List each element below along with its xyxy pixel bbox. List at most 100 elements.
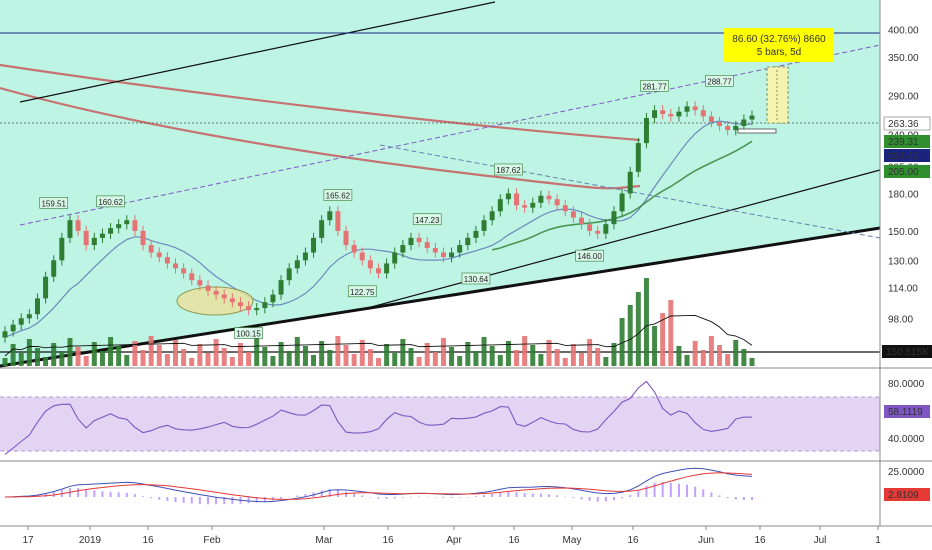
candle-body	[351, 245, 357, 253]
candle-body	[59, 237, 65, 261]
volume-bar	[205, 353, 211, 366]
macd-histogram-bar	[734, 497, 737, 500]
candle-body	[384, 263, 390, 274]
candle-body	[603, 224, 609, 234]
highlight-ellipse	[176, 286, 254, 316]
volume-bar	[587, 339, 593, 366]
candle-body	[424, 242, 430, 249]
rsi-pane	[0, 380, 880, 455]
candle-body	[717, 121, 723, 126]
volume-bar	[603, 357, 609, 366]
candle-body	[692, 106, 698, 111]
macd-histogram-bar	[661, 482, 664, 497]
volume-bar	[246, 352, 252, 366]
price-axis-ticks: 480.00400.00350.00290.00240.00205.00180.…	[888, 25, 919, 357]
candle-body	[91, 237, 97, 246]
macd-histogram-bar	[393, 497, 396, 499]
candle-body	[83, 230, 89, 246]
macd-histogram-bar	[458, 497, 461, 498]
time-tick-label: 1	[875, 535, 881, 546]
macd-histogram-bar	[93, 490, 96, 497]
volume-bar	[668, 300, 674, 366]
price-tick-label: 400.00	[888, 25, 919, 36]
volume-bar	[237, 343, 243, 366]
price-label-box	[640, 80, 669, 92]
volume-bar	[635, 292, 641, 366]
candle-body	[505, 193, 511, 200]
macd-histogram-bar	[409, 496, 412, 498]
volume-bar	[294, 337, 300, 366]
measure-callout	[724, 28, 834, 62]
volume-bar	[359, 340, 365, 366]
macd-histogram-bar	[231, 497, 234, 504]
candle-body	[587, 224, 593, 231]
candle-body	[43, 276, 49, 299]
macd-histogram-bar	[596, 497, 599, 502]
price-tick-label: 180.00	[888, 189, 919, 200]
volume-bar	[254, 338, 260, 366]
candle-body	[286, 268, 292, 281]
candle-body	[343, 230, 349, 246]
macd-histogram-bar	[280, 497, 283, 499]
macd-histogram-bar	[434, 497, 437, 498]
candle-body	[2, 331, 8, 338]
candle-body	[116, 224, 122, 229]
candle-body	[205, 285, 211, 291]
macd-histogram-bar	[158, 497, 161, 500]
volume-bar	[286, 351, 292, 366]
volume-bar	[108, 337, 114, 366]
candle-body	[660, 110, 666, 115]
macd-histogram-bar	[588, 497, 591, 501]
candle-body	[725, 125, 731, 131]
time-tick-label: 2019	[79, 535, 102, 546]
time-tick-label: Apr	[446, 535, 462, 546]
price-label-box	[39, 197, 69, 209]
price-label-box	[234, 327, 263, 339]
volume-bar	[197, 344, 203, 366]
moving-average-red-2	[0, 86, 641, 190]
candle-body	[294, 260, 300, 269]
volume-bar	[408, 348, 414, 366]
volume-bar	[400, 339, 406, 366]
macd-histogram-bar	[572, 497, 575, 499]
macd-histogram-bar	[629, 495, 632, 497]
candle-body	[676, 111, 682, 117]
volume-bar	[627, 305, 633, 366]
macd-histogram-bar	[726, 497, 729, 499]
volume-bar	[67, 338, 73, 366]
moving-average-blue	[4, 120, 753, 338]
candle-body	[75, 220, 81, 231]
macd-histogram-bar	[377, 497, 380, 499]
candle-body	[538, 195, 544, 203]
macd-histogram-bar	[483, 495, 486, 497]
volume-bar	[643, 278, 649, 366]
candle-body	[237, 302, 243, 307]
volume-bar	[189, 358, 195, 366]
volume-bar	[522, 336, 528, 366]
volume-bar	[432, 352, 438, 366]
macd-histogram-bar	[369, 497, 372, 498]
macd-histogram-bar	[499, 492, 502, 497]
price-label: 165.62	[326, 192, 351, 201]
macd-histogram-bar	[686, 484, 689, 497]
price-label-box	[96, 195, 125, 208]
macd-histogram-bar	[637, 490, 640, 497]
macd-histogram-bar	[645, 485, 648, 497]
candle-body	[416, 237, 422, 243]
volume-bar	[18, 353, 24, 366]
volume-bars-group	[2, 278, 755, 366]
volume-bar	[440, 338, 446, 366]
volume-bar	[700, 350, 706, 366]
time-tick-label: 16	[142, 535, 154, 546]
volume-bar	[83, 356, 89, 366]
volume-bar	[741, 349, 747, 366]
volume-bar	[26, 339, 32, 366]
volume-bar	[278, 342, 284, 366]
candle-body	[359, 252, 365, 261]
volume-bar	[75, 347, 81, 366]
volume-bar	[684, 355, 690, 366]
candle-body	[449, 252, 455, 258]
candle-body	[164, 257, 170, 264]
candle-body	[522, 205, 528, 208]
candle-body	[708, 116, 714, 122]
